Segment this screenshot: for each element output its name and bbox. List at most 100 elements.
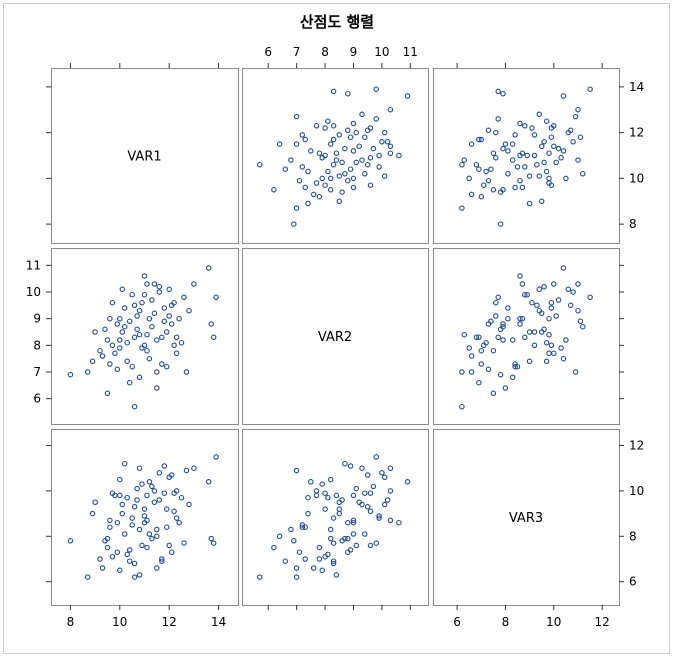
point-var3-vs-var1-78	[136, 465, 143, 471]
point-var2-vs-var3-45	[497, 326, 504, 333]
point-var1-vs-var3-17	[553, 159, 559, 166]
point-var1-vs-var2-50	[333, 157, 340, 163]
point-var2-vs-var3-75	[548, 299, 555, 306]
tick-label-right-var3-6: 6	[629, 575, 637, 589]
point-var2-vs-var1-66	[151, 281, 158, 287]
point-var1-vs-var3-31	[485, 127, 492, 134]
point-var2-vs-var1-7	[109, 342, 116, 349]
point-var1-vs-var2-35	[325, 118, 331, 124]
point-var1-vs-var2-53	[370, 145, 377, 152]
point-var1-vs-var2-47	[325, 168, 331, 175]
point-var3-vs-var2-42	[330, 540, 337, 546]
tick-label-left-var2-11: 11	[26, 258, 41, 272]
point-var1-vs-var3-14	[488, 166, 494, 172]
point-var2-vs-var3-36	[495, 294, 501, 301]
point-var2-vs-var3-44	[526, 358, 533, 365]
point-var3-vs-var1-65	[146, 531, 153, 537]
point-var1-vs-var2-48	[299, 164, 306, 170]
point-var3-vs-var1-39	[191, 465, 197, 471]
point-var2-vs-var1-36	[181, 294, 187, 301]
point-var3-vs-var1-27	[159, 558, 165, 564]
point-var2-vs-var3-25	[502, 385, 509, 391]
point-var3-vs-var1-49	[131, 504, 138, 510]
point-var2-vs-var1-1	[84, 369, 91, 375]
point-var3-vs-var2-55	[384, 497, 391, 503]
point-var3-vs-var2-74	[330, 515, 337, 521]
tick-label-right-var1-10: 10	[629, 171, 644, 185]
point-var3-vs-var2-76	[327, 476, 334, 483]
point-var1-vs-var3-71	[459, 161, 465, 168]
point-var2-vs-var3-29	[512, 363, 518, 370]
point-var3-vs-var1-32	[171, 508, 177, 515]
point-var2-vs-var1-19	[139, 299, 145, 306]
point-var3-vs-var1-47	[124, 551, 130, 558]
point-var2-vs-var3-50	[461, 331, 468, 338]
tick-label-bottom-var3-8: 8	[502, 615, 510, 629]
point-var1-vs-var2-46	[350, 175, 357, 182]
point-var3-vs-var1-19	[139, 542, 145, 549]
point-var2-vs-var1-9	[114, 321, 121, 327]
point-var2-vs-var3-79	[546, 331, 552, 338]
point-var1-vs-var3-20	[531, 152, 538, 159]
point-var2-vs-var1-56	[161, 318, 168, 325]
point-var3-vs-var1-20	[141, 506, 148, 512]
point-var2-vs-var3-76	[563, 337, 569, 343]
point-var1-vs-var3-48	[514, 164, 521, 170]
point-var2-vs-var1-75	[109, 299, 116, 306]
point-var3-vs-var1-40	[205, 479, 212, 485]
point-var3-vs-var2-79	[333, 492, 340, 499]
point-var1-vs-var2-37	[293, 113, 300, 120]
tick-label-right-var1-12: 12	[629, 126, 644, 140]
point-var2-vs-var3-42	[495, 334, 501, 341]
panel-3-1	[51, 429, 239, 606]
point-var3-vs-var2-15	[376, 515, 382, 521]
point-var1-vs-var2-55	[384, 139, 391, 145]
point-var3-vs-var1-79	[144, 492, 150, 499]
point-var1-vs-var2-56	[347, 134, 354, 140]
point-var1-vs-var3-65	[505, 148, 511, 154]
point-var1-vs-var3-67	[478, 136, 485, 143]
point-var1-vs-var3-37	[572, 113, 579, 120]
point-var2-vs-var3-21	[519, 281, 526, 287]
tick-label-bottom-var3-6: 6	[453, 615, 461, 629]
point-var1-vs-var2-78	[359, 157, 365, 163]
point-var1-vs-var3-60	[485, 177, 492, 184]
point-var3-vs-var1-34	[176, 519, 182, 526]
panel-1-1	[51, 68, 239, 244]
point-var2-vs-var3-69	[567, 302, 574, 309]
point-var1-vs-var3-73	[490, 187, 497, 193]
point-var1-vs-var2-57	[353, 129, 360, 136]
point-var3-vs-var2-57	[353, 542, 360, 549]
point-var2-vs-var3-74	[522, 334, 528, 341]
point-var1-vs-var3-74	[522, 123, 528, 129]
point-var2-vs-var1-52	[144, 347, 150, 354]
point-var3-vs-var2-30	[381, 474, 388, 481]
diagonal-label-var2: VAR2	[318, 330, 352, 345]
point-var2-vs-var1-68	[163, 329, 170, 335]
point-var3-vs-var2-72	[396, 519, 402, 526]
point-var3-vs-var2-33	[313, 488, 320, 494]
point-var1-vs-var2-21	[387, 150, 394, 156]
tick-label-bottom-var1-14: 14	[211, 615, 226, 629]
point-var2-vs-var1-3	[97, 347, 103, 354]
point-var2-vs-var1-26	[156, 289, 163, 295]
point-var1-vs-var3-58	[548, 125, 555, 131]
point-var2-vs-var3-38	[536, 307, 543, 314]
point-var3-vs-var1-70	[121, 460, 128, 467]
point-var1-vs-var2-40	[404, 93, 411, 99]
point-var3-vs-var1-36	[181, 540, 187, 546]
point-var3-vs-var1-11	[119, 510, 126, 517]
point-var2-vs-var1-5	[104, 337, 111, 343]
point-var2-vs-var3-31	[485, 321, 492, 327]
point-var1-vs-var3-34	[517, 120, 523, 127]
point-var2-vs-var3-55	[541, 283, 547, 290]
point-var3-vs-var2-21	[387, 517, 394, 524]
tick-label-top-var2-7: 7	[293, 45, 301, 59]
point-var2-vs-var1-21	[144, 281, 150, 287]
tick-label-right-var3-8: 8	[629, 529, 637, 543]
point-var2-vs-var1-2	[92, 329, 98, 335]
point-var3-vs-var2-51	[376, 513, 382, 519]
point-var3-vs-var1-77	[154, 565, 160, 571]
point-var2-vs-var3-49	[534, 302, 540, 309]
